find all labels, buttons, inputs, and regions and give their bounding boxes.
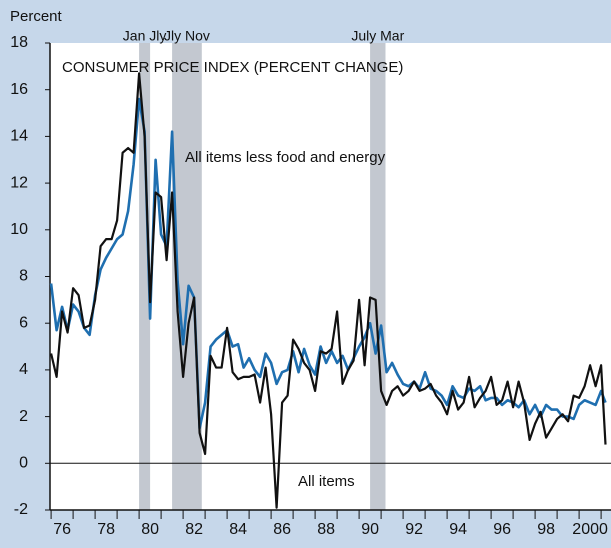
- y-tick-label: 10: [10, 221, 28, 238]
- series-label: All items: [298, 473, 355, 490]
- recession-band: [370, 43, 386, 510]
- y-tick-label: 18: [10, 34, 28, 51]
- y-tick-label: 4: [19, 361, 28, 378]
- x-tick-label: 82: [185, 521, 203, 538]
- chart-title: CONSUMER PRICE INDEX (PERCENT CHANGE): [62, 59, 403, 76]
- x-tick-label: 90: [361, 521, 379, 538]
- x-tick-label: 76: [53, 521, 71, 538]
- y-tick-label: 2: [19, 408, 28, 425]
- x-tick-label: 2000: [572, 521, 608, 538]
- x-tick-label: 78: [97, 521, 115, 538]
- recession-band: [139, 43, 151, 510]
- y-tick-label: 8: [19, 268, 28, 285]
- x-tick-label: 98: [537, 521, 555, 538]
- x-tick-label: 92: [405, 521, 423, 538]
- recession-label: Jan Jly: [123, 28, 167, 44]
- x-tick-label: 88: [317, 521, 335, 538]
- x-tick-label: 94: [449, 521, 467, 538]
- y-tick-label: -2: [14, 501, 28, 518]
- y-tick-label: 14: [10, 128, 28, 145]
- y-tick-label: 16: [10, 81, 28, 98]
- recession-label: Jly Nov: [164, 28, 210, 44]
- x-tick-label: 96: [493, 521, 511, 538]
- y-tick-label: 0: [19, 455, 28, 472]
- series-label: All items less food and energy: [185, 149, 386, 166]
- y-tick-label: 12: [10, 174, 28, 191]
- recession-label: July Mar: [351, 28, 404, 44]
- x-tick-label: 84: [229, 521, 247, 538]
- series-line: [50, 72, 607, 509]
- x-tick-label: 86: [273, 521, 291, 538]
- y-tick-label: 6: [19, 314, 28, 331]
- x-tick-label: 80: [141, 521, 159, 538]
- plot-area: [50, 43, 611, 510]
- y-axis-label: Percent: [10, 8, 63, 25]
